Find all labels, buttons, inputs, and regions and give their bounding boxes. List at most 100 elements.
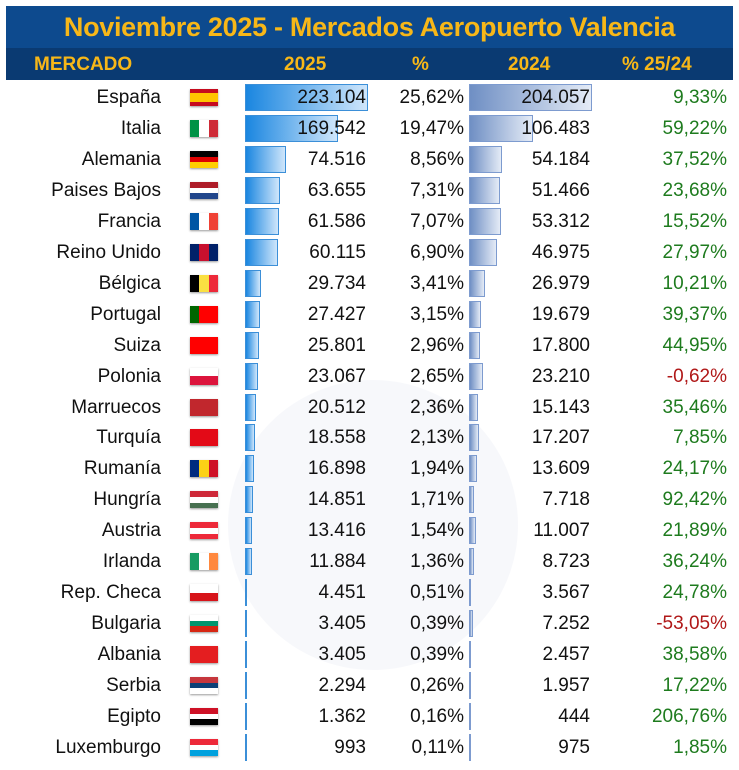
bar-2025 <box>245 703 247 730</box>
bar-2025 <box>245 579 248 607</box>
table-row: Alemania 74.516 8,56% 54.184 37,52% <box>6 144 733 175</box>
bar-2025 <box>245 145 287 173</box>
flag-icon <box>190 522 218 540</box>
share-value: 0,39% <box>410 613 464 635</box>
table-row: Turquía 18.558 2,13% 17.207 7,85% <box>6 422 733 453</box>
growth-value: 37,52% <box>662 148 727 170</box>
value-2024: 7.718 <box>542 489 590 511</box>
value-2024: 106.483 <box>521 117 590 139</box>
bar-2025 <box>245 207 279 235</box>
bar-2024 <box>469 703 471 730</box>
share-value: 2,65% <box>410 365 464 387</box>
growth-value: 7,85% <box>673 427 727 449</box>
bar-2025 <box>245 114 339 142</box>
value-2025: 2.294 <box>318 675 366 697</box>
table-row: Hungría 14.851 1,71% 7.718 92,42% <box>6 484 733 515</box>
header-mercado: MERCADO <box>34 54 133 75</box>
growth-value: 92,42% <box>662 489 727 511</box>
bar-2024 <box>469 455 478 483</box>
table-row: Irlanda 11.884 1,36% 8.723 36,24% <box>6 546 733 577</box>
value-2024: 53.312 <box>531 210 590 232</box>
flag-icon <box>190 677 218 695</box>
bar-2025 <box>245 424 256 452</box>
value-2024: 19.679 <box>531 303 590 325</box>
share-value: 3,15% <box>410 303 464 325</box>
table-title: Noviembre 2025 - Mercados Aeropuerto Val… <box>6 6 733 48</box>
bar-2025 <box>245 610 247 638</box>
header-row: MERCADO 2025 % 2024 % 25/24 <box>6 48 733 80</box>
value-2025: 1.362 <box>318 706 366 727</box>
bar-2024 <box>469 84 592 111</box>
growth-value: 39,37% <box>662 303 727 325</box>
flag-icon <box>190 584 218 602</box>
bar-2024 <box>469 238 498 266</box>
growth-value: 15,52% <box>662 210 727 232</box>
value-2024: 11.007 <box>533 520 590 542</box>
flag-icon <box>190 336 218 354</box>
market-name: Suiza <box>113 334 161 356</box>
share-value: 2,13% <box>410 427 464 449</box>
value-2024: 1.957 <box>542 675 590 697</box>
growth-value: -0,62% <box>666 365 727 387</box>
header-growth: % 25/24 <box>622 54 692 75</box>
growth-value: 36,24% <box>662 551 727 573</box>
value-2025: 3.405 <box>318 613 366 635</box>
table-row: Rumanía 16.898 1,94% 13.609 24,17% <box>6 453 733 484</box>
flag-icon <box>190 274 218 292</box>
table-row: Egipto 1.362 0,16% 444 206,76% <box>6 701 733 732</box>
market-name: Irlanda <box>102 551 161 573</box>
value-2024: 975 <box>558 736 590 758</box>
flag-icon <box>190 491 218 509</box>
value-2025: 63.655 <box>307 179 366 201</box>
share-value: 0,11% <box>411 736 464 758</box>
table-row: Albania 3.405 0,39% 2.457 38,58% <box>6 639 733 670</box>
flag-icon <box>190 89 218 106</box>
market-name: Bulgaria <box>91 613 161 635</box>
market-name: Marruecos <box>71 396 161 418</box>
growth-value: 24,78% <box>662 582 727 604</box>
share-value: 1,71% <box>410 489 464 511</box>
value-2024: 17.800 <box>531 334 590 356</box>
market-name: Portugal <box>90 303 161 325</box>
value-2024: 17.207 <box>531 427 590 449</box>
market-name: Francia <box>97 210 161 232</box>
market-name: Reino Unido <box>56 241 161 263</box>
bar-2024 <box>469 176 501 204</box>
market-name: Austria <box>101 520 161 542</box>
bar-2025 <box>245 331 260 359</box>
bar-2025 <box>245 269 262 297</box>
growth-value: 38,58% <box>662 644 727 666</box>
share-value: 0,26% <box>410 675 464 697</box>
value-2024: 444 <box>558 706 590 727</box>
bar-2024 <box>469 300 481 328</box>
growth-value: 35,46% <box>662 396 727 418</box>
table-row: Suiza 25.801 2,96% 17.800 44,95% <box>6 330 733 361</box>
value-2025: 11.884 <box>309 551 366 573</box>
flag-icon <box>190 305 218 323</box>
bar-2025 <box>245 517 253 545</box>
table-row: Luxemburgo 993 0,11% 975 1,85% <box>6 732 733 763</box>
flag-icon <box>190 398 218 416</box>
flag-icon <box>190 553 218 571</box>
table-row: Portugal 27.427 3,15% 19.679 39,37% <box>6 299 733 330</box>
value-2025: 20.512 <box>307 396 366 418</box>
market-name: Bélgica <box>98 272 161 294</box>
flag-icon <box>190 212 218 230</box>
market-name: Paises Bajos <box>51 179 161 201</box>
bar-2024 <box>469 548 475 576</box>
market-name: Turquía <box>96 427 161 449</box>
value-2024: 13.609 <box>531 458 590 480</box>
share-value: 0,39% <box>410 644 464 666</box>
value-2025: 74.516 <box>307 148 366 170</box>
bar-2025 <box>245 84 368 111</box>
value-2025: 61.586 <box>307 210 366 232</box>
share-value: 25,62% <box>399 87 464 108</box>
bar-2024 <box>469 114 534 142</box>
growth-value: 24,17% <box>662 458 727 480</box>
table-row: Bulgaria 3.405 0,39% 7.252 -53,05% <box>6 608 733 639</box>
bar-2024 <box>469 486 474 514</box>
growth-value: 44,95% <box>662 334 727 356</box>
bar-2024 <box>469 331 480 359</box>
share-value: 1,94% <box>410 458 464 480</box>
bar-2024 <box>469 733 471 761</box>
